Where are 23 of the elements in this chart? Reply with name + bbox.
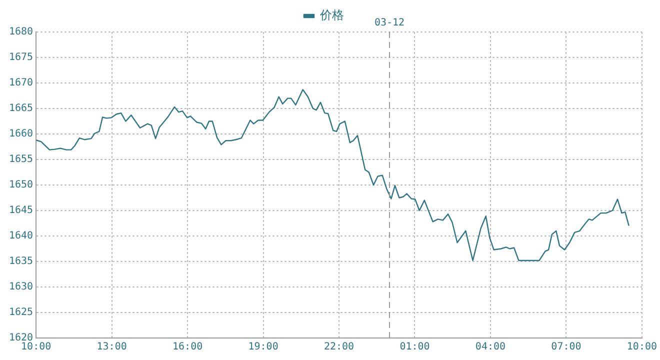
y-tick-label: 1665 [8, 103, 34, 114]
x-tick-label: 16:00 [172, 342, 203, 353]
x-tick-label: 10:00 [21, 342, 52, 353]
x-tick-label: 04:00 [475, 342, 506, 353]
x-tick-label: 19:00 [248, 342, 278, 353]
y-tick-label: 1675 [8, 52, 34, 64]
y-tick-label: 1655 [8, 154, 34, 166]
y-tick-label: 1670 [8, 78, 34, 89]
legend-label: 价格 [319, 8, 344, 22]
x-tick-label: 07:00 [551, 342, 582, 353]
x-tick-label: 01:00 [400, 342, 430, 353]
ref-line-label: 03-12 [374, 18, 405, 29]
x-tick-label: 10:00 [626, 342, 658, 353]
x-tick-label: 22:00 [324, 342, 354, 353]
y-tick-label: 1625 [8, 307, 34, 318]
y-tick-label: 1640 [8, 230, 34, 242]
y-tick-label: 1635 [8, 256, 34, 268]
y-tick-label: 1650 [8, 180, 34, 191]
y-tick-label: 1680 [8, 26, 34, 38]
y-tick-label: 1645 [8, 205, 34, 216]
x-tick-label: 13:00 [96, 342, 127, 353]
y-tick-label: 1630 [8, 282, 34, 293]
y-tick-label: 1660 [8, 128, 34, 140]
